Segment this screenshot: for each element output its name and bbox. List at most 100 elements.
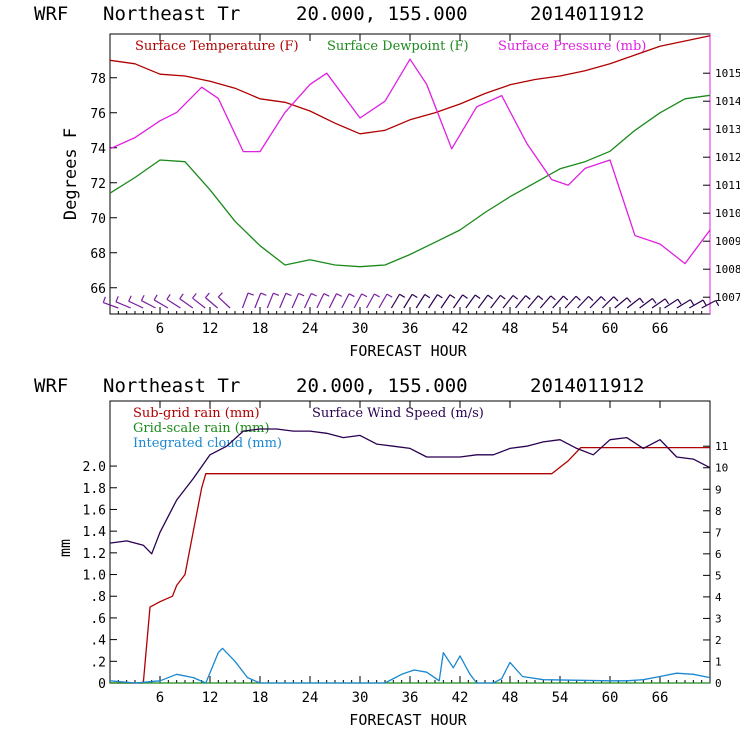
x-tick-label: 66 <box>652 690 669 706</box>
x-tick-label: 30 <box>352 321 369 337</box>
x-tick-label: 60 <box>602 321 619 337</box>
y-axis-label: mm <box>56 539 74 557</box>
y-right-tick-label: 0 <box>715 677 722 690</box>
header-location: Northeast Tr <box>103 3 240 25</box>
wind-barb <box>102 296 119 309</box>
series-group <box>109 428 711 684</box>
y-axis-label: Degrees F <box>61 128 81 220</box>
wind-barb <box>564 295 581 309</box>
wind-barb <box>626 297 644 309</box>
wind-barb <box>415 293 431 309</box>
wind-barb <box>614 297 632 309</box>
header-location: Northeast Tr <box>103 375 240 397</box>
y-tick-label: 1.2 <box>83 547 106 562</box>
legend-surface-temperature: Surface Temperature (F) <box>135 39 299 54</box>
y-right-tick-label: 1010 <box>715 207 740 220</box>
x-tick-label: 36 <box>402 321 419 337</box>
wind-barb <box>465 294 481 309</box>
series-line-integrated-cloud-mm <box>109 647 711 684</box>
x-tick-label: 54 <box>552 690 569 706</box>
x-tick-label: 6 <box>156 321 164 337</box>
x-tick-label: 12 <box>202 321 219 337</box>
wind-barb <box>552 295 569 309</box>
y-tick-label: 1.8 <box>83 482 106 497</box>
wind-barb <box>366 293 380 309</box>
y-axis-left-ticks: 0 .2 .4 .6 .8 1.0 1.2 1.4 1.6 1.8 2.0 <box>83 460 117 692</box>
wind-barb <box>192 293 206 309</box>
legend-sub-grid-rain: Sub-grid rain (mm) <box>133 406 260 421</box>
wind-barb <box>153 294 169 309</box>
header-model: WRF <box>34 375 68 397</box>
wind-barb <box>589 296 606 309</box>
wind-barb <box>502 294 519 309</box>
wind-barb <box>204 292 219 309</box>
x-tick-label: 54 <box>552 321 569 337</box>
precipitation-wind-chart: WRF Northeast Tr 20.000, 155.000 2014011… <box>34 375 728 729</box>
y-tick-label: 2.0 <box>83 460 106 475</box>
x-tick-label: 66 <box>652 321 669 337</box>
y-axis-left-ticks: 66 68 70 72 74 76 78 <box>90 72 117 297</box>
x-axis-ticks: 6 12 18 24 30 36 42 48 54 60 66 <box>117 401 703 706</box>
y-right-tick-label: 3 <box>715 612 722 625</box>
y-right-tick-label: 1008 <box>715 263 740 276</box>
legend-grid-scale-rain: Grid-scale rain (mm) <box>133 421 270 436</box>
wind-barb <box>378 293 393 309</box>
header-run: 2014011912 <box>530 375 644 397</box>
x-tick-label: 6 <box>156 690 164 706</box>
wind-barb <box>166 293 181 309</box>
series-line-surface-dewpoint-f <box>109 94 711 268</box>
y-right-tick-label: 5 <box>715 569 722 582</box>
y-right-tick-label: 1014 <box>715 95 740 108</box>
header-coords: 20.000, 155.000 <box>296 375 468 397</box>
y-right-tick-label: 8 <box>715 505 722 518</box>
legend-surface-wind-speed: Surface Wind Speed (m/s) <box>312 406 484 421</box>
y-axis-right-ticks: 1007 1008 1009 1010 1011 1012 1013 1014 1015 <box>703 67 740 304</box>
x-tick-label: 18 <box>252 321 269 337</box>
y-tick-label: 1.4 <box>83 525 107 540</box>
wind-barb <box>639 297 657 309</box>
y-right-tick-label: 1012 <box>715 151 740 164</box>
y-tick-label: 78 <box>90 72 106 87</box>
wind-barb <box>303 292 317 309</box>
y-tick-label: .4 <box>90 634 106 649</box>
series-line-surface-wind-speed-m-s <box>109 428 711 555</box>
x-tick-label: 12 <box>202 690 219 706</box>
wind-barb <box>403 293 418 309</box>
legend-surface-dewpoint: Surface Dewpoint (F) <box>327 39 469 54</box>
y-right-tick-label: 6 <box>715 548 722 561</box>
wind-barb <box>279 292 292 309</box>
y-right-tick-label: 1007 <box>715 291 740 304</box>
y-tick-label: .2 <box>90 655 106 670</box>
wind-barb <box>428 294 443 309</box>
wind-barb <box>651 298 670 309</box>
wind-barb <box>341 293 355 309</box>
y-right-tick-label: 2 <box>715 634 722 647</box>
wind-barb <box>477 294 493 309</box>
wind-barb <box>353 293 368 309</box>
wind-barb <box>688 299 707 309</box>
wind-barb <box>217 292 231 309</box>
y-right-tick-label: 1011 <box>715 179 740 192</box>
x-axis-label: FORECAST HOUR <box>349 342 467 360</box>
wind-barb <box>676 299 695 309</box>
series-line-surface-pressure-mb <box>109 58 711 265</box>
wind-barb <box>577 295 594 309</box>
y-right-tick-label: 1009 <box>715 235 740 248</box>
series-line-sub-grid-rain-mm <box>110 446 710 684</box>
wind-barb <box>140 294 156 309</box>
wind-barb <box>390 293 406 309</box>
y-right-tick-label: 1015 <box>715 67 740 80</box>
y-right-tick-label: 1013 <box>715 123 740 136</box>
legend-integrated-cloud: Integrated cloud (mm) <box>133 436 282 451</box>
x-axis-ticks: 6 12 18 24 30 36 42 48 54 60 66 <box>117 34 703 337</box>
wind-barb <box>115 296 131 309</box>
wind-barb <box>527 295 544 309</box>
temperature-pressure-chart: WRF Northeast Tr 20.000, 155.000 2014011… <box>34 3 740 360</box>
legend-surface-pressure: Surface Pressure (mb) <box>498 39 646 54</box>
y-tick-label: .6 <box>90 612 106 627</box>
wind-barb <box>601 296 619 309</box>
x-tick-label: 42 <box>452 690 469 706</box>
x-tick-label: 60 <box>602 690 619 706</box>
x-tick-label: 18 <box>252 690 269 706</box>
